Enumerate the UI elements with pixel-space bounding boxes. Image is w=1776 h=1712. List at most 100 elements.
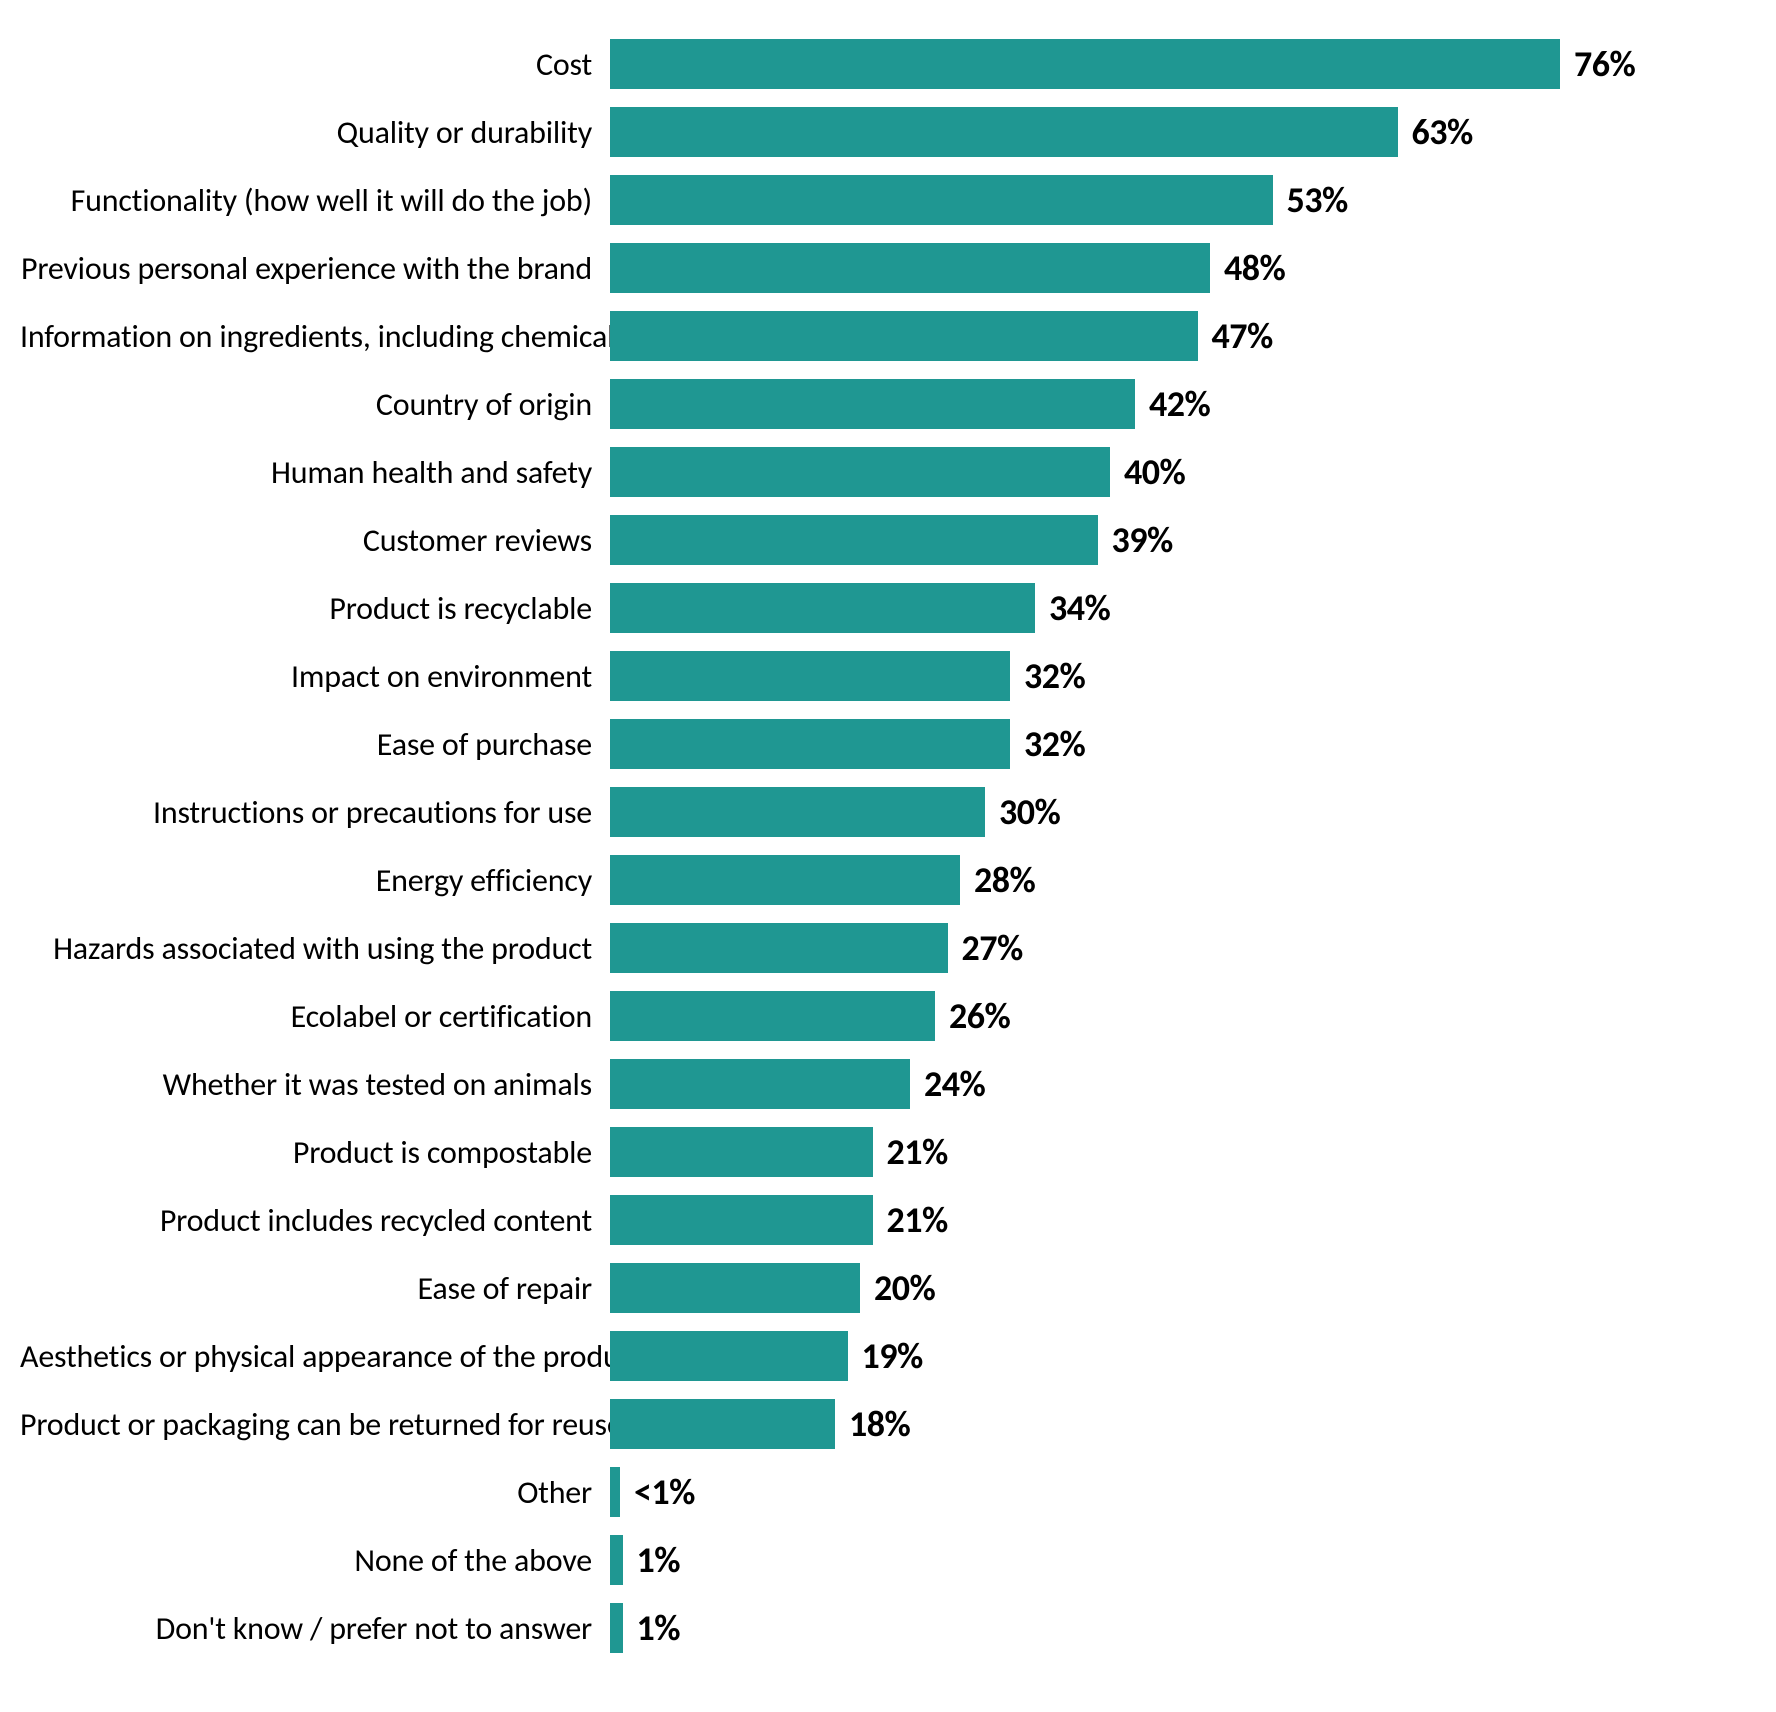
chart-row: Hazards associated with using the produc… bbox=[20, 914, 1716, 982]
bar-label: Whether it was tested on animals bbox=[20, 1065, 610, 1104]
bar-area: 26% bbox=[610, 991, 1716, 1041]
bar-label: Quality or durability bbox=[20, 113, 610, 152]
bar-label: Hazards associated with using the produc… bbox=[20, 929, 610, 968]
bar-label: Other bbox=[20, 1473, 610, 1512]
chart-row: Ease of purchase 32% bbox=[20, 710, 1716, 778]
chart-row: Whether it was tested on animals 24% bbox=[20, 1050, 1716, 1118]
bar-value: 40% bbox=[1110, 450, 1185, 494]
chart-row: Quality or durability 63% bbox=[20, 98, 1716, 166]
bar-value: 21% bbox=[873, 1130, 948, 1174]
bar-label: Ease of repair bbox=[20, 1269, 610, 1308]
chart-row: Instructions or precautions for use 30% bbox=[20, 778, 1716, 846]
bar-label: Impact on environment bbox=[20, 657, 610, 696]
chart-row: Product or packaging can be returned for… bbox=[20, 1390, 1716, 1458]
bar-area: 1% bbox=[610, 1603, 1716, 1653]
bar-value: 76% bbox=[1560, 42, 1635, 86]
bar bbox=[610, 1195, 873, 1245]
bar-label: Instructions or precautions for use bbox=[20, 793, 610, 832]
bar-value: 42% bbox=[1135, 382, 1210, 426]
bar-value: 18% bbox=[835, 1402, 910, 1446]
chart-row: Cost 76% bbox=[20, 30, 1716, 98]
chart-row: Ecolabel or certification26% bbox=[20, 982, 1716, 1050]
bar-label: Don't know / prefer not to answer bbox=[20, 1609, 610, 1648]
bar-value: 48% bbox=[1210, 246, 1285, 290]
bar-label: Product is recyclable bbox=[20, 589, 610, 628]
bar-value: 19% bbox=[848, 1334, 923, 1378]
chart-row: Don't know / prefer not to answer 1% bbox=[20, 1594, 1716, 1662]
bar-value: 20% bbox=[860, 1266, 935, 1310]
bar bbox=[610, 515, 1098, 565]
bar-area: 39% bbox=[610, 515, 1716, 565]
chart-row: Product is recyclable34% bbox=[20, 574, 1716, 642]
bar-value: 27% bbox=[948, 926, 1023, 970]
bar bbox=[610, 1603, 623, 1653]
bar-value: 30% bbox=[985, 790, 1060, 834]
bar-area: 21% bbox=[610, 1127, 1716, 1177]
bar-value: 26% bbox=[935, 994, 1010, 1038]
bar bbox=[610, 243, 1210, 293]
bar bbox=[610, 583, 1035, 633]
bar-area: 19% bbox=[610, 1331, 1716, 1381]
bar bbox=[610, 39, 1560, 89]
bar-label: Energy efficiency bbox=[20, 861, 610, 900]
bar bbox=[610, 311, 1198, 361]
bar-label: Aesthetics or physical appearance of the… bbox=[20, 1337, 610, 1376]
bar-label: Information on ingredients, including ch… bbox=[20, 317, 610, 356]
bar bbox=[610, 991, 935, 1041]
chart-row: Energy efficiency 28% bbox=[20, 846, 1716, 914]
bar bbox=[610, 719, 1010, 769]
bar-area: 32% bbox=[610, 719, 1716, 769]
bar bbox=[610, 651, 1010, 701]
bar bbox=[610, 447, 1110, 497]
bar-area: 28% bbox=[610, 855, 1716, 905]
bar-label: Human health and safety bbox=[20, 453, 610, 492]
bar-label: Cost bbox=[20, 45, 610, 84]
bar-area: 34% bbox=[610, 583, 1716, 633]
bar-value: 39% bbox=[1098, 518, 1173, 562]
bar-value: 32% bbox=[1010, 654, 1085, 698]
bar-area: 27% bbox=[610, 923, 1716, 973]
bar-value: 1% bbox=[623, 1606, 681, 1650]
bar-area: 20% bbox=[610, 1263, 1716, 1313]
bar-value: 1% bbox=[623, 1538, 681, 1582]
bar-value: 47% bbox=[1198, 314, 1273, 358]
bar-value: 53% bbox=[1273, 178, 1348, 222]
chart-row: Impact on environment 32% bbox=[20, 642, 1716, 710]
bar-value: 63% bbox=[1398, 110, 1473, 154]
horizontal-bar-chart: Cost 76% Quality or durability 63% Functiona… bbox=[20, 30, 1716, 1682]
chart-row: Country of origin42% bbox=[20, 370, 1716, 438]
bar-label: Customer reviews bbox=[20, 521, 610, 560]
chart-row: Human health and safety 40% bbox=[20, 438, 1716, 506]
bar bbox=[610, 1331, 848, 1381]
bar-label: Functionality (how well it will do the j… bbox=[20, 181, 610, 220]
chart-row: Aesthetics or physical appearance of the… bbox=[20, 1322, 1716, 1390]
bar bbox=[610, 1467, 620, 1517]
bar-label: Ease of purchase bbox=[20, 725, 610, 764]
bar-area: 32% bbox=[610, 651, 1716, 701]
bar bbox=[610, 1399, 835, 1449]
bar bbox=[610, 1127, 873, 1177]
bar bbox=[610, 107, 1398, 157]
bar-area: 53% bbox=[610, 175, 1716, 225]
bar-area: 48% bbox=[610, 243, 1716, 293]
bar-area: 63% bbox=[610, 107, 1716, 157]
bar-value: 28% bbox=[960, 858, 1035, 902]
bar-area: 18% bbox=[610, 1399, 1716, 1449]
chart-row: Other<1% bbox=[20, 1458, 1716, 1526]
bar-area: <1% bbox=[610, 1467, 1716, 1517]
bar bbox=[610, 923, 948, 973]
bar-area: 47% bbox=[610, 311, 1716, 361]
bar-label: None of the above bbox=[20, 1541, 610, 1580]
bar bbox=[610, 855, 960, 905]
bar-area: 40% bbox=[610, 447, 1716, 497]
chart-row: Information on ingredients, including ch… bbox=[20, 302, 1716, 370]
bar bbox=[610, 1535, 623, 1585]
chart-row: Previous personal experience with the br… bbox=[20, 234, 1716, 302]
chart-row: None of the above 1% bbox=[20, 1526, 1716, 1594]
bar bbox=[610, 1263, 860, 1313]
bar-value: 24% bbox=[910, 1062, 985, 1106]
bar-label: Product is compostable bbox=[20, 1133, 610, 1172]
bar-area: 76% bbox=[610, 39, 1716, 89]
bar-value: 32% bbox=[1010, 722, 1085, 766]
bar-label: Previous personal experience with the br… bbox=[20, 249, 610, 288]
